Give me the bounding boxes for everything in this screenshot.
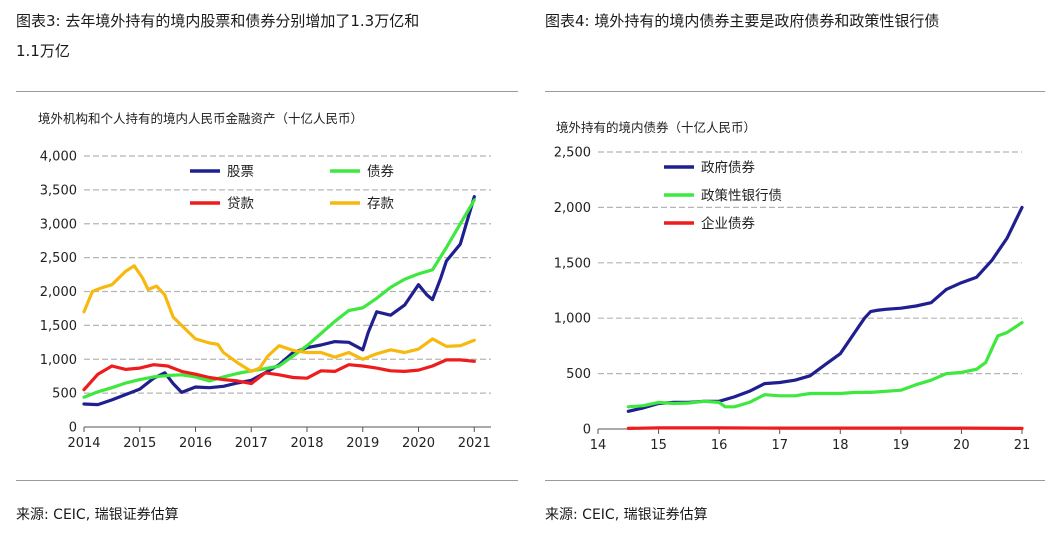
figure-3-bottom-rule: [16, 480, 518, 481]
y-tick-label: 1,500: [554, 256, 591, 271]
x-tick-label: 21: [1014, 438, 1031, 453]
x-tick-label: 2021: [458, 436, 491, 451]
x-tick-label: 20: [953, 438, 970, 453]
x-tick-label: 2014: [67, 436, 100, 451]
y-tick-label: 0: [583, 423, 591, 438]
legend-label: 政府债券: [701, 160, 755, 176]
figure-3-top-rule: [16, 91, 518, 92]
legend-label: 债券: [367, 164, 394, 180]
y-tick-label: 2,000: [40, 285, 77, 300]
y-tick-label: 1,000: [40, 353, 77, 368]
y-tick-label: 0: [69, 421, 77, 436]
figure-3-chart: 0 500 1,000 1,500 2,000 2,500 3,000 3,500 4,000 2…: [40, 150, 491, 451]
legend-label: 存款: [367, 196, 394, 212]
legend-label: 贷款: [227, 196, 254, 212]
line-series-1: [82, 198, 476, 399]
y-tick-label: 2,000: [554, 201, 591, 216]
line-series-0: [626, 205, 1024, 413]
x-tick-label: 2015: [123, 436, 156, 451]
legend-label: 政策性银行债: [701, 187, 782, 204]
line-series-3: [82, 264, 476, 373]
x-tick-label: 2017: [235, 436, 268, 451]
line-series-2: [626, 426, 1024, 430]
x-tick-label: 15: [650, 438, 667, 453]
x-tick-label: 17: [771, 438, 788, 453]
y-tick-label: 3,000: [40, 217, 77, 232]
y-tick-label: 4,000: [40, 150, 77, 165]
legend-label: 企业债券: [701, 215, 755, 232]
x-tick-label: 2018: [290, 436, 323, 451]
y-tick-label: 500: [52, 387, 77, 402]
figure-4-bottom-rule: [545, 480, 1045, 481]
y-tick-label: 500: [566, 367, 591, 382]
figure-4-top-rule: [545, 91, 1045, 92]
line-series-1: [626, 321, 1024, 409]
figure-4-subtitle: 境外持有的境内债券（十亿人民币）: [556, 120, 757, 135]
x-tick-label: 2020: [402, 436, 435, 451]
y-tick-label: 3,500: [40, 183, 77, 198]
y-tick-label: 1,500: [40, 319, 77, 334]
figure-4-chart: 0 500 1,000 1,500 2,000 2,500 14 15 16 17 18 19 20 21…: [554, 146, 1031, 454]
x-tick-label: 2019: [346, 436, 379, 451]
figure-3-title-line2: 1.1万亿: [16, 42, 70, 60]
figure-4-source: 来源: CEIC, 瑞银证券估算: [545, 507, 708, 523]
x-tick-label: 16: [711, 438, 728, 453]
x-tick-label: 2016: [179, 436, 212, 451]
legend-label: 股票: [227, 164, 254, 180]
figure-3-title-line1: 图表3: 去年境外持有的境内股票和债券分别增加了1.3万亿和: [16, 12, 420, 30]
line-series-2: [82, 358, 476, 392]
figure-4-title: 图表4: 境外持有的境内债券主要是政府债券和政策性银行债: [545, 12, 940, 30]
x-tick-label: 19: [893, 438, 910, 453]
x-tick-label: 14: [590, 438, 607, 453]
y-tick-label: 2,500: [40, 251, 77, 266]
figure-3-source: 来源: CEIC, 瑞银证券估算: [16, 507, 179, 523]
y-tick-label: 1,000: [554, 312, 591, 327]
figure-3-subtitle: 境外机构和个人持有的境内人民币金融资产（十亿人民币）: [38, 111, 364, 126]
y-tick-label: 2,500: [554, 146, 591, 161]
x-tick-label: 18: [832, 438, 849, 453]
